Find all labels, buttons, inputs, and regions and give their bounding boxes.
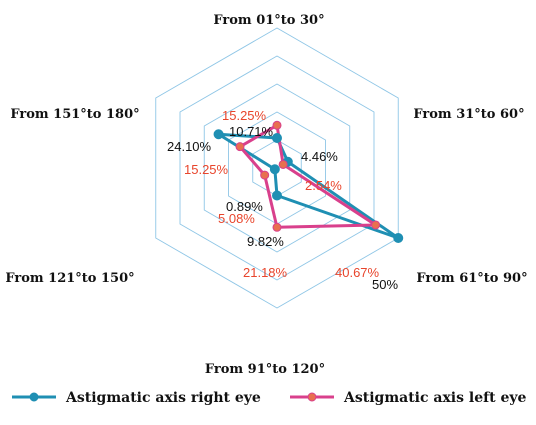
series-0-value-label-1: 4.46% [301,149,338,164]
series-0-value-label-3: 9.82% [247,234,284,249]
markers-layer [213,120,404,243]
legend-marker-right-eye [29,392,39,402]
series-1-value-label-5: 15.25% [184,162,229,177]
axis-label-4: From 121°to 150° [5,271,134,286]
value-labels: 10.71% 4.46% 50% 9.82% 0.89% 24.10% 15.25% 2.54… [167,108,398,292]
axis-labels: From 01°to 30° From 31°to 60° From 61°to 9… [5,13,527,377]
series-1-value-label-1: 2.54% [305,178,342,193]
legend-item-right-eye: Astigmatic axis right eye [12,390,261,406]
axis-label-3: From 91°to 120° [205,362,325,377]
legend-label-right-eye: Astigmatic axis right eye [65,390,261,406]
series-1-value-label-0: 15.25% [222,108,267,123]
series-0-value-label-2: 50% [372,277,398,292]
legend: Astigmatic axis right eye Astigmatic axi… [12,390,527,406]
axis-label-5: From 151°to 180° [10,107,139,122]
series-0-point-2 [393,233,404,243]
series-1-value-label-3: 21.18% [243,265,288,280]
series-1-point-0 [272,120,282,130]
series-1-point-5 [235,142,245,152]
legend-item-left-eye: Astigmatic axis left eye [290,390,527,406]
series-1-point-1 [278,159,288,169]
axis-label-1: From 31°to 60° [413,107,524,122]
axis-label-0: From 01°to 30° [213,13,324,28]
series-0-point-3 [272,190,282,201]
radar-grid [155,27,399,309]
axis-label-2: From 61°to 90° [416,271,527,286]
grid-ring-5 [155,27,399,309]
grid-ring-3 [203,83,351,253]
series-0-value-label-4: 0.89% [226,199,263,214]
series-0-value-label-0: 10.71% [229,124,274,139]
series-1-value-label-4: 5.08% [218,211,255,226]
series-1-point-2 [371,220,381,230]
legend-label-left-eye: Astigmatic axis left eye [343,390,527,406]
series-0-value-label-5: 24.10% [167,139,212,154]
series-1-point-4 [260,170,270,180]
series-0-point-4 [269,164,280,175]
legend-marker-left-eye [307,392,317,402]
grid-ring-4 [179,55,375,281]
series-1-value-label-2: 40.67% [335,265,380,280]
series-0-point-0 [272,133,282,144]
series-1-point-3 [272,222,282,232]
series-0-point-5 [213,129,224,140]
